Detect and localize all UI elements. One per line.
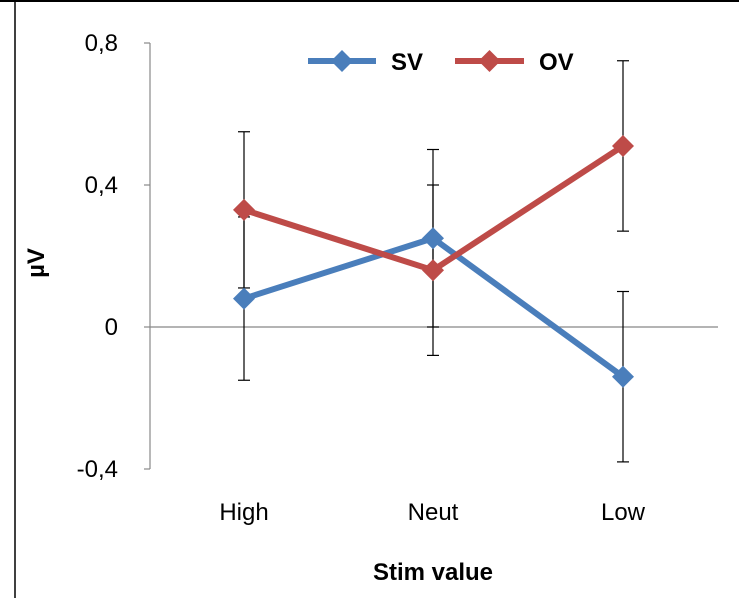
x-tick-label: High <box>219 499 268 526</box>
marker-sv <box>422 227 444 250</box>
marker-sv <box>612 365 634 388</box>
y-axis-title: µV <box>23 248 50 278</box>
marker-ov <box>233 198 255 221</box>
y-tick-label: 0,8 <box>85 30 118 57</box>
y-tick-label: 0 <box>105 314 118 341</box>
x-tick-label: Low <box>601 499 646 526</box>
series-markers <box>233 134 634 388</box>
marker-ov <box>422 259 444 282</box>
legend-marker-sv <box>331 50 353 72</box>
marker-ov <box>612 134 634 157</box>
y-tick-label: -0,4 <box>77 456 118 483</box>
x-tick-label: Neut <box>408 499 459 526</box>
axes <box>149 43 718 469</box>
x-axis-ticks: High Neut Low <box>219 499 645 526</box>
y-tick-label: 0,4 <box>85 172 118 199</box>
x-axis-title: Stim value <box>373 559 493 586</box>
legend: SV OV <box>308 49 574 76</box>
y-axis-ticks: -0,4 0 0,4 0,8 <box>77 30 150 483</box>
legend-label-ov: OV <box>539 49 574 76</box>
legend-label-sv: SV <box>391 49 423 76</box>
marker-sv <box>233 287 255 310</box>
legend-marker-ov <box>478 50 501 72</box>
